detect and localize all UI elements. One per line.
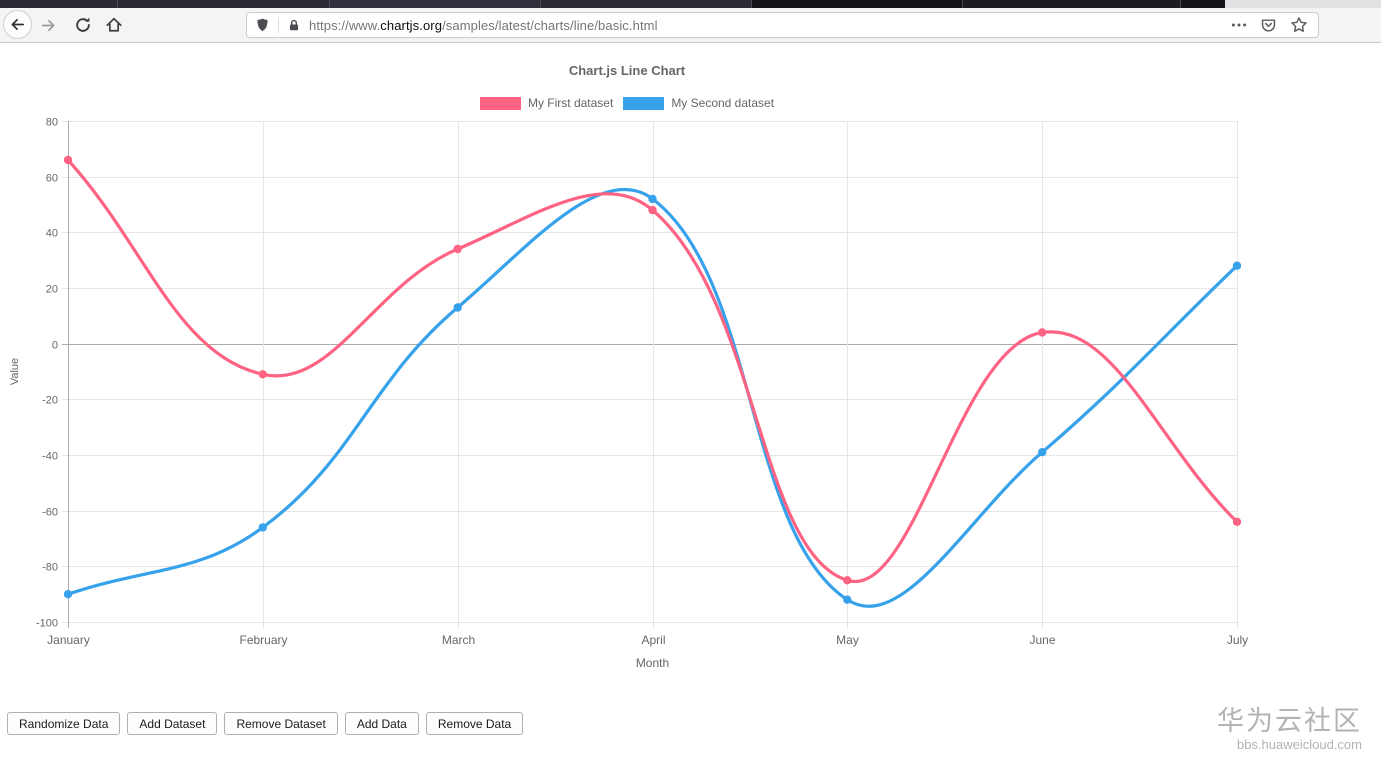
x-tick-label: June xyxy=(1029,633,1055,647)
data-point[interactable] xyxy=(1038,448,1047,457)
watermark: 华为云社区 bbs.huaweicloud.com xyxy=(1217,706,1362,752)
tracking-protection-shield-icon[interactable] xyxy=(255,17,270,33)
address-bar[interactable]: https://www.chartjs.org/samples/latest/c… xyxy=(246,12,1319,38)
line-series-1 xyxy=(66,187,1239,608)
back-button[interactable] xyxy=(3,10,32,39)
chart-legend: My First dataset My Second dataset xyxy=(0,96,1254,110)
address-bar-divider xyxy=(278,17,279,33)
url-scheme: https://www. xyxy=(309,17,381,33)
y-tick-label: -100 xyxy=(36,618,58,630)
data-point[interactable] xyxy=(63,155,73,165)
watermark-title: 华为云社区 xyxy=(1217,706,1362,736)
x-tick-label: January xyxy=(47,633,90,647)
chart-title: Chart.js Line Chart xyxy=(568,63,686,78)
browser-tab[interactable] xyxy=(0,0,118,8)
y-tick-label: -40 xyxy=(42,451,58,463)
y-tick-label: -60 xyxy=(42,507,58,519)
x-tick-label: July xyxy=(1227,633,1248,647)
x-tick-label: May xyxy=(836,633,859,647)
browser-tab[interactable] xyxy=(963,0,1181,8)
randomize-data-button[interactable]: Randomize Data xyxy=(7,712,121,735)
legend-item-second-dataset[interactable]: My Second dataset xyxy=(623,96,774,110)
y-tick-label: -80 xyxy=(42,562,58,574)
remove-dataset-button[interactable]: Remove Dataset xyxy=(224,712,338,735)
y-tick-label: 20 xyxy=(46,284,58,296)
data-point[interactable] xyxy=(258,523,267,532)
legend-label: My First dataset xyxy=(527,96,614,110)
legend-item-first-dataset[interactable]: My First dataset xyxy=(479,96,614,110)
y-tick-label: 40 xyxy=(46,228,58,240)
data-point[interactable] xyxy=(453,244,462,254)
y-axis-title: Value xyxy=(9,358,21,385)
watermark-subtitle: bbs.huaweicloud.com xyxy=(1236,737,1362,752)
tab-strip-spacer xyxy=(1225,0,1381,8)
line-series-0 xyxy=(66,158,1239,584)
browser-tab[interactable] xyxy=(752,0,963,8)
browser-tab[interactable] xyxy=(1181,0,1225,8)
browser-tab[interactable] xyxy=(541,0,752,8)
pocket-icon[interactable] xyxy=(1260,17,1277,34)
chart-controls: Randomize Data Add Dataset Remove Datase… xyxy=(7,712,524,735)
x-tick-label: February xyxy=(239,633,287,647)
remove-data-button[interactable]: Remove Data xyxy=(425,712,524,735)
url-path: /samples/latest/charts/line/basic.html xyxy=(442,17,658,33)
legend-swatch-first-dataset xyxy=(479,96,521,110)
arrow-right-icon xyxy=(40,17,57,34)
browser-tab[interactable] xyxy=(330,0,541,8)
home-button[interactable] xyxy=(105,16,123,34)
bookmark-star-icon[interactable] xyxy=(1290,16,1308,34)
legend-label: My Second dataset xyxy=(671,96,775,110)
browser-tab-strip xyxy=(0,0,1381,8)
forward-button[interactable] xyxy=(39,16,57,34)
x-tick-label: March xyxy=(442,633,475,647)
y-tick-label: 80 xyxy=(46,117,58,129)
page-actions-icon[interactable] xyxy=(1231,22,1247,28)
lock-icon xyxy=(287,18,301,33)
data-point[interactable] xyxy=(1232,261,1242,270)
data-point[interactable] xyxy=(648,194,657,204)
data-point[interactable] xyxy=(648,205,657,215)
data-point[interactable] xyxy=(453,303,462,312)
legend-swatch-second-dataset xyxy=(623,96,665,110)
y-tick-label: 60 xyxy=(46,173,58,185)
url-domain: chartjs.org xyxy=(380,17,443,33)
reload-button[interactable] xyxy=(74,16,92,34)
data-point[interactable] xyxy=(1232,517,1242,526)
browser-tab[interactable] xyxy=(118,0,330,8)
arrow-left-icon xyxy=(9,16,26,33)
data-point[interactable] xyxy=(843,576,852,585)
add-dataset-button[interactable]: Add Dataset xyxy=(127,712,218,735)
data-point[interactable] xyxy=(63,590,73,599)
add-data-button[interactable]: Add Data xyxy=(344,712,419,735)
url-text[interactable]: https://www.chartjs.org/samples/latest/c… xyxy=(309,18,658,33)
browser-toolbar: https://www.chartjs.org/samples/latest/c… xyxy=(0,8,1381,43)
reload-icon xyxy=(74,16,92,34)
data-point[interactable] xyxy=(258,370,267,379)
home-icon xyxy=(105,16,123,34)
y-tick-label: -20 xyxy=(42,395,58,407)
x-tick-label: April xyxy=(641,633,665,647)
y-tick-label: 0 xyxy=(52,340,58,352)
data-point[interactable] xyxy=(1038,328,1047,337)
data-point[interactable] xyxy=(843,595,852,604)
x-axis-title: Month xyxy=(636,656,669,670)
